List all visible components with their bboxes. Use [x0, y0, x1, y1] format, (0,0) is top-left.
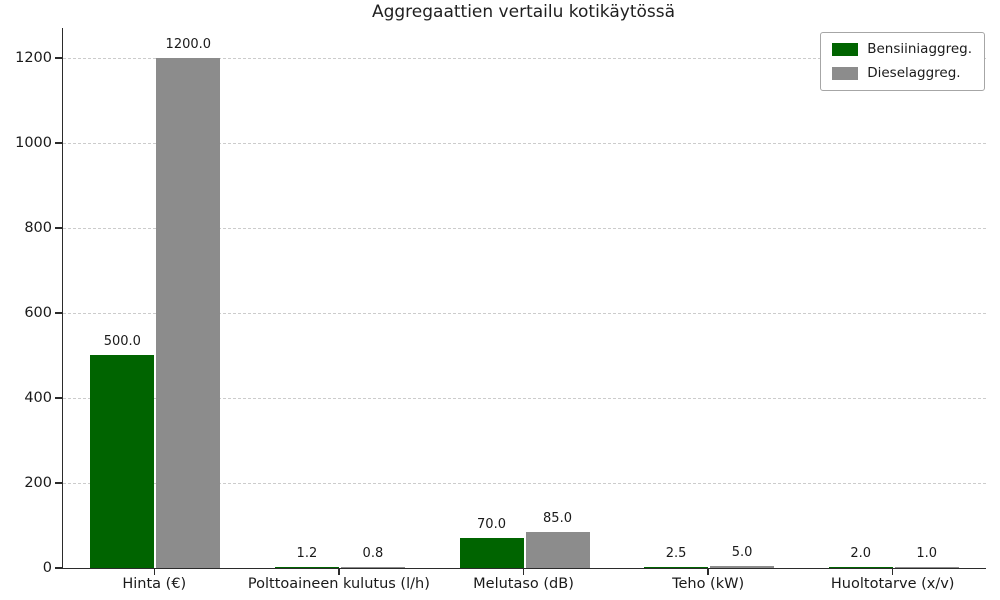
- bar-value-label: 2.5: [665, 545, 687, 561]
- y-axis-tick: [55, 567, 62, 569]
- legend-swatch: [832, 43, 859, 56]
- chart-title: Aggregaattien vertailu kotikäytössä: [371, 2, 676, 22]
- y-gridline: [63, 142, 986, 144]
- x-axis-tick-label: Teho (kW): [672, 576, 745, 592]
- legend: Bensiiniaggreg. Dieselaggreg.: [820, 32, 985, 91]
- legend-entry: Dieselaggreg.: [832, 66, 972, 81]
- legend-swatch: [832, 67, 859, 80]
- x-axis-tick-label: Polttoaineen kulutus (l/h): [247, 576, 430, 592]
- bar-dieselaggreg-: [525, 531, 590, 568]
- x-axis-tick-label: Melutaso (dB): [473, 576, 574, 592]
- y-axis-tick-label: 1200: [15, 49, 52, 66]
- y-axis-tick: [55, 397, 62, 399]
- y-axis-tick: [55, 56, 62, 59]
- y-gridline: [63, 57, 986, 59]
- x-axis-tick: [891, 569, 894, 575]
- legend-entry: Bensiiniaggreg.: [832, 42, 972, 57]
- y-axis-tick-label: 400: [24, 389, 52, 406]
- x-axis-tick: [153, 569, 156, 575]
- y-axis-tick-label: 200: [24, 474, 52, 491]
- bar-dieselaggreg-: [340, 567, 405, 568]
- bar-value-label: 500.0: [103, 334, 141, 350]
- bar-value-label: 2.0: [850, 546, 872, 561]
- y-gridline: [63, 482, 986, 484]
- bar-value-label: 5.0: [731, 544, 753, 560]
- bar-bensiiniaggreg-: [828, 567, 893, 568]
- plot-area: 500.0 1200.0 1.2 0.8 70.0 85.0 2.5 5.0 2.0 1.0: [62, 28, 986, 569]
- x-axis-tick: [707, 569, 709, 575]
- x-axis-tick: [338, 569, 340, 575]
- bar-dieselaggreg-: [894, 567, 959, 568]
- y-gridline: [63, 397, 986, 399]
- y-axis-tick: [55, 482, 62, 484]
- bar-dieselaggreg-: [156, 57, 221, 568]
- bar-bensiiniaggreg-: [90, 355, 155, 568]
- y-axis-tick: [55, 142, 62, 144]
- bar-dieselaggreg-: [710, 565, 775, 568]
- x-axis-tick-label: Huoltotarve (x/v): [830, 576, 955, 592]
- y-axis-tick: [55, 312, 62, 314]
- y-gridline: [63, 227, 986, 229]
- bar-value-label: 85.0: [543, 510, 572, 526]
- bar-bensiiniaggreg-: [644, 566, 709, 568]
- legend-entry-label: Dieselaggreg.: [867, 65, 961, 81]
- x-axis-tick-label: Hinta (€): [122, 576, 187, 592]
- y-axis-tick-label: 800: [24, 219, 52, 236]
- legend-entry-label: Bensiiniaggreg.: [867, 41, 972, 57]
- y-axis-tick-label: 1000: [15, 134, 52, 151]
- y-axis-tick: [55, 227, 62, 229]
- y-axis-tick-label: 600: [24, 304, 52, 321]
- x-axis-tick: [522, 569, 525, 575]
- bar-value-label: 70.0: [477, 517, 506, 533]
- y-axis-tick-label: 0: [42, 560, 52, 576]
- bar-bensiiniaggreg-: [274, 567, 339, 568]
- y-gridline: [63, 312, 986, 314]
- bar-value-label: 1200.0: [165, 36, 212, 52]
- bar-value-label: 0.8: [362, 546, 384, 561]
- bar-value-label: 1.0: [916, 546, 938, 561]
- bar-value-label: 1.2: [296, 546, 318, 561]
- bar-bensiiniaggreg-: [459, 538, 524, 568]
